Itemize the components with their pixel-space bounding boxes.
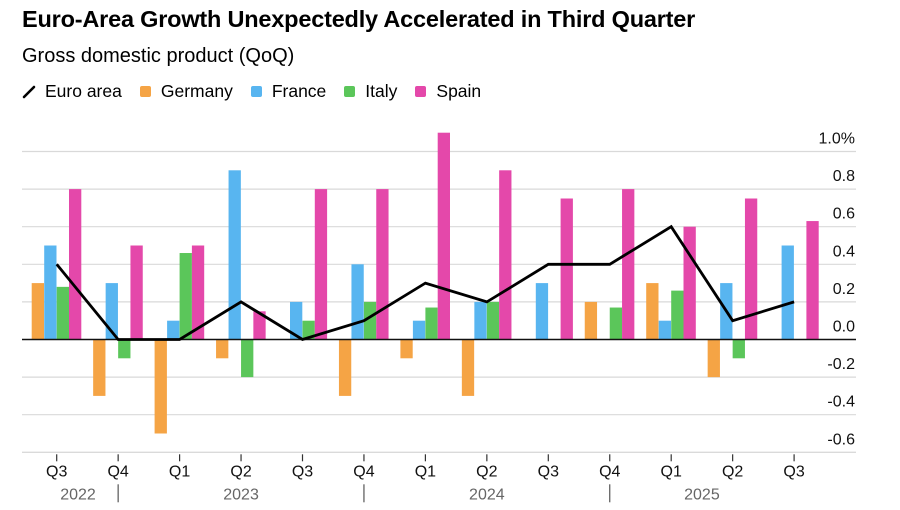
line-euro-area — [55, 224, 795, 342]
bar-spain — [560, 198, 573, 340]
bar-spain — [806, 221, 819, 340]
x-tick-label: Q4 — [107, 463, 128, 480]
bar-spain — [130, 245, 143, 340]
bar-germany — [461, 339, 475, 396]
bar-france — [167, 320, 180, 340]
year-label: 2025 — [684, 486, 720, 503]
x-tick-label: Q4 — [599, 463, 620, 480]
legend-item-spain: Spain — [415, 81, 481, 102]
year-label: 2022 — [60, 486, 96, 503]
bar-italy — [486, 301, 500, 340]
bar-spain — [253, 311, 266, 340]
bar-italy — [732, 339, 745, 359]
bar-france — [658, 320, 671, 340]
euro-area-line — [55, 224, 795, 342]
x-axis: Q3 Q4 Q1 Q2 Q3 Q4 Q1 Q2 Q3 Q4 Q1 Q2 Q3 2022 2023 2024 20… — [22, 451, 856, 503]
bar-france — [351, 264, 364, 340]
bar-italy — [302, 320, 315, 340]
legend-swatch-icon — [139, 86, 151, 97]
x-tick-label: Q4 — [353, 463, 374, 480]
x-tick-label: Q1 — [169, 463, 190, 480]
bar-spain — [744, 198, 758, 340]
y-tick-label: 0.8 — [833, 168, 855, 185]
x-tick-label: Q2 — [230, 463, 251, 480]
bar-france — [412, 320, 426, 340]
x-tick-label: Q1 — [415, 463, 436, 480]
bar-france — [535, 283, 549, 340]
chart-subtitle: Gross domestic product (QoQ) — [22, 45, 295, 67]
bar-italy — [609, 307, 623, 340]
y-tick-label: 0.0 — [833, 319, 855, 336]
bar-spain — [683, 226, 696, 340]
legend-label: Spain — [436, 81, 482, 101]
bar-germany — [646, 283, 659, 340]
y-tick-label: 0.4 — [833, 243, 855, 260]
y-tick-label: 0.2 — [833, 281, 855, 298]
x-tick-label: Q2 — [476, 463, 497, 480]
bar-france — [781, 245, 794, 340]
y-tick-label: -0.6 — [827, 431, 855, 448]
legend-item-euro-area: Euro area — [22, 81, 122, 102]
bar-germany — [400, 339, 413, 359]
bar-france — [105, 283, 118, 340]
year-label: 2023 — [223, 486, 259, 503]
bar-spain — [376, 189, 389, 340]
x-tick-label: Q2 — [722, 463, 743, 480]
x-tick-label: Q1 — [661, 463, 682, 480]
legend-swatch-icon — [250, 86, 262, 97]
legend-label: Italy — [365, 81, 398, 101]
bar-spain — [437, 132, 450, 340]
bar-germany — [584, 301, 598, 340]
bar-germany — [338, 339, 352, 396]
year-label: 2024 — [469, 486, 505, 503]
bar-italy — [241, 339, 254, 378]
legend-item-italy: Italy — [344, 81, 397, 102]
x-tick-label: Q3 — [292, 463, 313, 480]
bar-spain — [314, 189, 328, 340]
legend-item-france: France — [250, 81, 327, 102]
bar-france — [474, 301, 487, 340]
bar-germany — [707, 339, 720, 378]
bar-france — [228, 170, 241, 340]
bar-germany — [93, 339, 106, 396]
bar-italy — [179, 253, 192, 340]
bar-france — [44, 245, 57, 340]
bar-italy — [118, 339, 131, 359]
bar-germany — [154, 339, 167, 434]
bar-spain — [191, 245, 205, 340]
y-tick-label: 0.6 — [833, 206, 855, 223]
bars — [31, 132, 819, 434]
bar-spain — [499, 170, 512, 340]
bar-germany — [31, 283, 44, 340]
chart-title: Euro-Area Growth Unexpectedly Accelerate… — [22, 6, 696, 32]
bar-france — [290, 301, 303, 340]
legend-label: Euro area — [45, 81, 122, 101]
bar-italy — [671, 290, 684, 340]
y-tick-label: 1.0% — [819, 131, 855, 148]
line-swatch-icon — [22, 85, 36, 98]
legend-item-germany: Germany — [139, 81, 233, 102]
bar-italy — [425, 307, 438, 340]
y-tick-label: -0.2 — [827, 356, 855, 373]
y-axis: 1.0% 0.8 0.6 0.4 0.2 0.0 -0.2 -0.4 -0.6 — [819, 131, 856, 449]
x-tick-label: Q3 — [46, 463, 67, 480]
legend: Euro area Germany France Italy Spain — [22, 81, 499, 102]
x-tick-label: Q3 — [783, 463, 804, 480]
legend-label: France — [271, 81, 327, 101]
legend-label: Germany — [160, 81, 233, 101]
legend-swatch-icon — [344, 86, 356, 97]
bar-spain — [622, 189, 635, 340]
bar-italy — [56, 286, 69, 340]
bar-spain — [69, 189, 82, 340]
bar-italy — [363, 301, 377, 340]
x-tick-label: Q3 — [538, 463, 559, 480]
legend-swatch-icon — [415, 86, 427, 97]
bar-germany — [216, 339, 229, 359]
y-tick-label: -0.4 — [827, 394, 855, 411]
